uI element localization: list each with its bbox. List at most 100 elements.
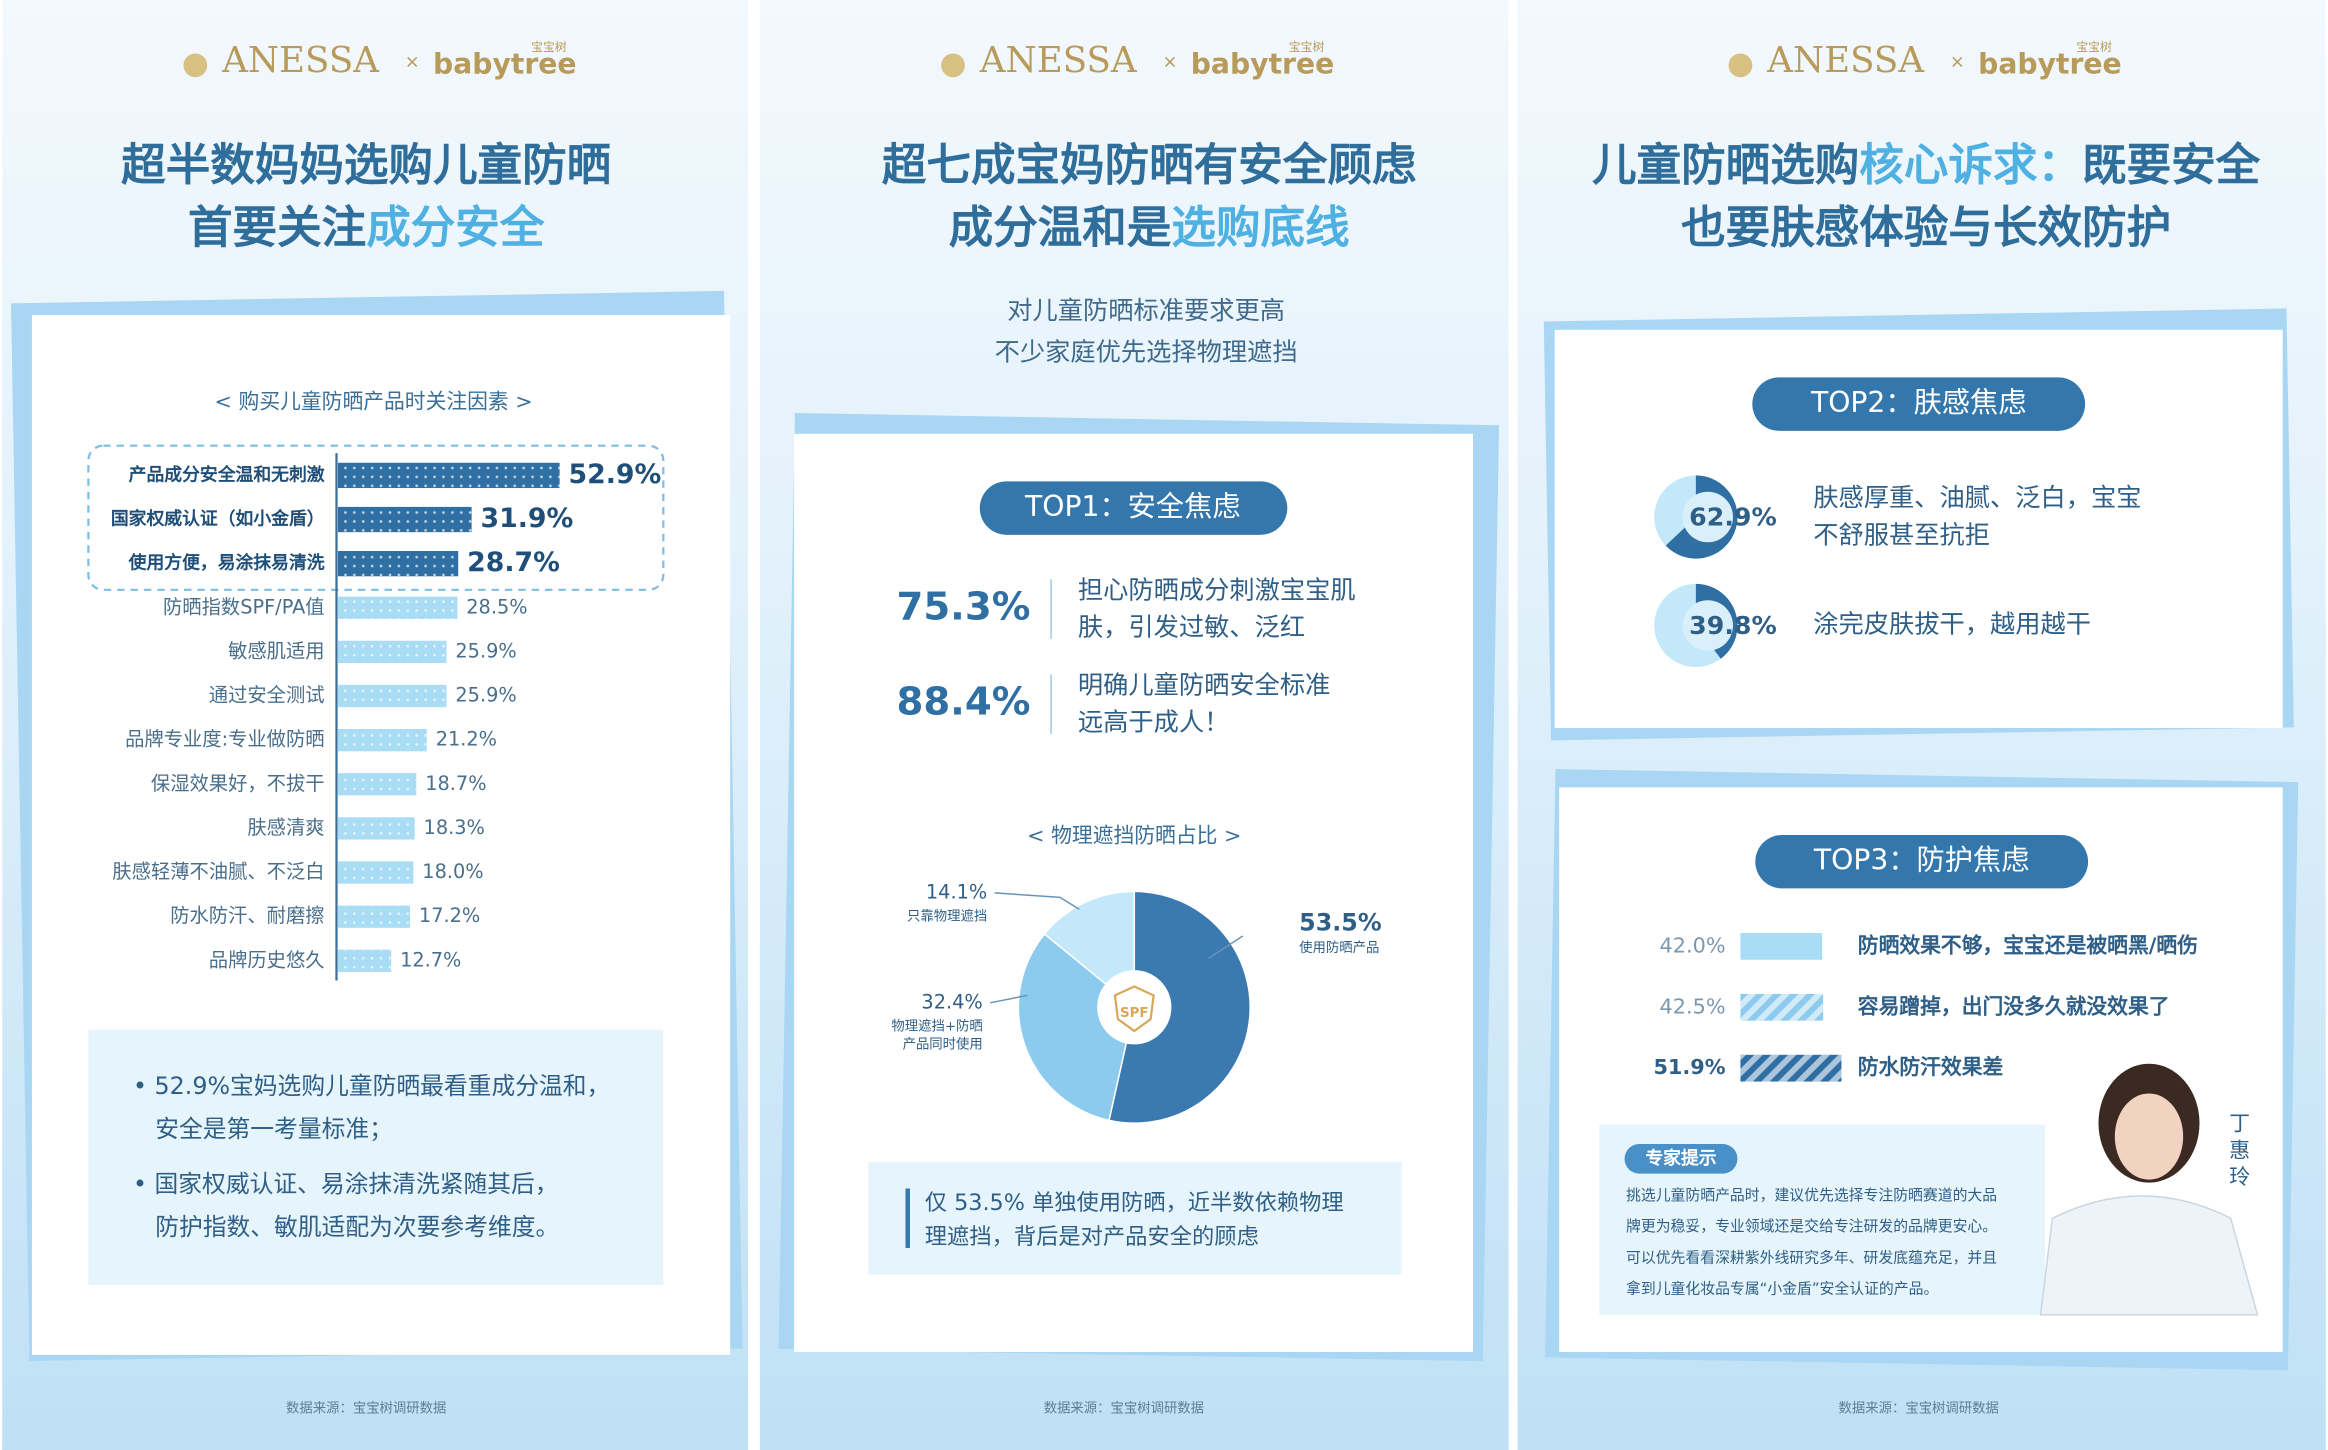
- value-label: 42.5%: [1660, 994, 1726, 1018]
- brand-babytree: babytree: [433, 47, 577, 80]
- slice-label: 产品同时使用: [903, 1035, 983, 1052]
- title-segment: 儿童防晒选购: [1592, 139, 1859, 191]
- expert-photo-face: [2114, 1093, 2184, 1180]
- title: 首要关注成分安全: [188, 201, 545, 253]
- note-text: 防护指数、敏肌适配为次要参考维度。: [155, 1213, 559, 1241]
- source: 数据来源：宝宝树调研数据: [1839, 1400, 1999, 1416]
- note-text: 安全是第一考量标准；: [155, 1115, 393, 1143]
- logo-sun: [1728, 53, 1753, 78]
- title: 超半数妈妈选购儿童防晒: [121, 139, 611, 191]
- note-box: [868, 1161, 1402, 1275]
- category-label: 容易蹭掉，出门没多久就没效果了: [1858, 994, 2170, 1018]
- donut-value: 62.9%: [1689, 502, 1777, 531]
- bar-texture: [337, 817, 415, 840]
- title-segment: 首要关注: [188, 201, 366, 253]
- note-text: • 52.9%宝妈选购儿童防晒最看重成分温和，: [133, 1072, 610, 1100]
- stat-text: 担心防晒成分刺激宝宝肌: [1078, 575, 1356, 604]
- expert-name: 惠: [2229, 1138, 2250, 1162]
- note-text: 仅 53.5% 单独使用防晒，近半数依赖物理: [925, 1190, 1344, 1216]
- brand-babytree: babytree: [1191, 47, 1335, 80]
- subtitle: 不少家庭优先选择物理遮挡: [995, 338, 1298, 367]
- shield-icon: [1113, 985, 1155, 1033]
- expert-name: 丁: [2229, 1112, 2250, 1136]
- expert-text: 可以优先看看深耕紫外线研究多年、研发底蕴充足，并且: [1626, 1248, 1997, 1266]
- title-segment: 既要安全: [2082, 139, 2261, 191]
- bar-texture: [337, 506, 472, 533]
- tag-pill: [979, 481, 1288, 535]
- title-segment: 成分温和是: [949, 201, 1172, 253]
- slice-value: 53.5%: [1299, 909, 1382, 937]
- title-segment: 选购底线: [1171, 201, 1349, 253]
- value-label: 12.7%: [400, 948, 461, 971]
- icon-text: SPF: [1120, 1006, 1149, 1021]
- bar: [1740, 932, 1823, 960]
- leader: [994, 892, 1080, 910]
- subtitle: 对儿童防晒标准要求更高: [1007, 296, 1285, 325]
- brand-anessa: ANESSA: [1766, 40, 1925, 81]
- expert-text: 拿到儿童化妆品专属“小金盾”安全认证的产品。: [1626, 1280, 1938, 1298]
- category-label: 使用方便，易涂抹易清洗: [128, 552, 325, 574]
- stat-value: 75.3%: [896, 585, 1030, 630]
- pie-slice: [1017, 932, 1136, 1122]
- bar-texture: [1740, 993, 1824, 1021]
- title-segment: 超半数妈妈选购儿童防晒: [121, 139, 611, 191]
- category-label: 国家权威认证（如小金盾）: [111, 508, 325, 530]
- title: 超七成宝妈防晒有安全顾虑: [882, 139, 1417, 191]
- note-text: • 国家权威认证、易涂抹清洗紧随其后，: [133, 1170, 559, 1198]
- bar-texture: [337, 684, 447, 708]
- value-label: 17.2%: [419, 904, 480, 927]
- category-label: 防晒效果不够，宝宝还是被晒黑/晒伤: [1858, 933, 2198, 957]
- title-segment: 超七成宝妈防晒有安全顾虑: [882, 139, 1417, 191]
- category-label: 肤感轻薄不油腻、不泛白: [112, 860, 324, 883]
- stat-text: 远高于成人！: [1078, 708, 1230, 737]
- category-label: 品牌专业度:专业做防晒: [125, 728, 324, 751]
- logo-sun: [941, 53, 965, 78]
- category-label: 产品成分安全温和无刺激: [129, 463, 325, 485]
- donut-text: 涂完皮肤拔干，越用越干: [1813, 609, 2091, 638]
- stat-text: 肤，引发过敏、泛红: [1078, 612, 1305, 641]
- brand-times: ×: [1162, 51, 1177, 72]
- category-label: 通过安全测试: [209, 684, 325, 707]
- bar-texture: [337, 640, 447, 664]
- slice-label: 使用防晒产品: [1299, 939, 1379, 956]
- donut-hole: [1682, 600, 1734, 651]
- value-label: 51.9%: [1653, 1055, 1725, 1079]
- brand-babytree-cn: 宝宝树: [2076, 40, 2112, 54]
- expert-text: 牌更为稳妥，专业领域还是交给专注研发的品牌更安心。: [1626, 1217, 1997, 1235]
- bar-texture: [337, 729, 427, 752]
- value-label: 31.9%: [481, 503, 574, 534]
- brand-babytree-cn: 宝宝树: [531, 40, 567, 54]
- category-label: 保湿效果好，不拔干: [151, 772, 325, 795]
- brand-anessa: ANESSA: [221, 40, 380, 81]
- note-text: 理遮挡，背后是对产品安全的顾虑: [925, 1224, 1259, 1250]
- leader: [1208, 935, 1244, 959]
- stat-value: 88.4%: [896, 680, 1030, 725]
- tag: TOP2：肤感焦虑: [1810, 386, 2027, 419]
- slice-value: 14.1%: [926, 880, 987, 903]
- bar-texture: [337, 462, 560, 489]
- source: 数据来源：宝宝树调研数据: [286, 1400, 446, 1416]
- value-label: 21.2%: [436, 728, 497, 751]
- bar-texture: [337, 861, 414, 884]
- tag: TOP3：防护焦虑: [1813, 844, 2030, 877]
- bar-texture: [337, 551, 459, 577]
- slice-value: 32.4%: [921, 990, 982, 1013]
- category-label: 肤感清爽: [247, 816, 324, 839]
- category-label: 防晒指数SPF/PA值: [163, 595, 325, 618]
- title-segment: 核心诉求：: [1859, 139, 2082, 191]
- donut-text: 不舒服甚至抗拒: [1813, 520, 1990, 549]
- value-label: 25.9%: [455, 639, 516, 662]
- brand-babytree: babytree: [1978, 47, 2122, 80]
- pie-center: [1097, 970, 1172, 1045]
- chart-title: < 购买儿童防晒产品时关注因素 >: [215, 390, 533, 414]
- title: 成分温和是选购底线: [949, 201, 1350, 253]
- category-label: 防水防汗、耐磨擦: [170, 904, 324, 927]
- value-label: 42.0%: [1660, 933, 1726, 957]
- donut-hole: [1682, 491, 1734, 543]
- brand-times: ×: [1950, 51, 1965, 72]
- category-label: 防水防汗效果差: [1858, 1055, 2003, 1079]
- tag-pill: [1755, 834, 2089, 889]
- logo-sun: [183, 53, 208, 78]
- brand-times: ×: [405, 51, 420, 72]
